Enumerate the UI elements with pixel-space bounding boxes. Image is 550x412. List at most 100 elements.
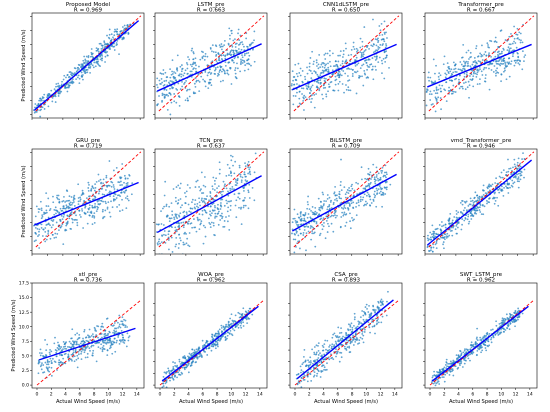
scatter-point — [202, 224, 205, 227]
scatter-point — [41, 106, 44, 109]
scatter-point — [444, 226, 447, 229]
scatter-point — [224, 335, 227, 338]
scatter-point — [39, 115, 42, 118]
scatter-point — [121, 209, 124, 212]
scatter-point — [354, 341, 357, 343]
scatter-point — [361, 337, 364, 340]
scatter-point — [103, 41, 106, 44]
scatter-point — [383, 77, 386, 80]
scatter-point — [353, 318, 356, 321]
scatter-point — [95, 58, 98, 61]
scatter-point — [43, 93, 46, 96]
scatter-point — [452, 61, 455, 64]
scatter-point — [332, 203, 335, 206]
scatter-point — [57, 92, 60, 95]
scatter-point — [476, 62, 478, 65]
scatter-point — [435, 89, 438, 92]
scatter-point — [298, 97, 301, 100]
scatter-point — [198, 201, 201, 204]
scatter-point — [313, 346, 316, 348]
scatter-point — [58, 354, 61, 356]
scatter-point — [334, 60, 337, 63]
scatter-point — [201, 213, 204, 216]
scatter-point — [500, 60, 503, 62]
scatter-point — [427, 239, 430, 242]
scatter-point — [353, 312, 356, 315]
regression-line — [156, 175, 262, 234]
scatter-point — [50, 360, 53, 362]
scatter-point — [176, 68, 179, 70]
scatter-point — [383, 20, 386, 23]
scatter-point — [200, 75, 203, 78]
scatter-point — [447, 66, 450, 69]
scatter-point — [374, 309, 377, 311]
scatter-point — [383, 171, 386, 174]
scatter-point — [247, 68, 250, 71]
scatter-point — [238, 206, 240, 209]
scatter-point — [238, 197, 241, 200]
scatter-point — [472, 75, 475, 78]
scatter-point — [313, 374, 316, 377]
scatter-point — [185, 366, 188, 369]
scatter-point — [113, 30, 116, 33]
scatter-point — [241, 59, 244, 62]
scatter-point — [431, 250, 434, 253]
scatter-point — [373, 324, 376, 327]
y-axis-label: Predicted Wind Speed (m/s) — [21, 29, 27, 101]
scatter-point — [371, 176, 373, 178]
scatter-point — [519, 162, 522, 165]
scatter-point — [194, 92, 197, 95]
scatter-point — [310, 209, 312, 212]
scatter-point — [344, 193, 347, 196]
scatter-point — [83, 199, 85, 202]
scatter-point — [315, 93, 318, 95]
scatter-point — [521, 158, 523, 160]
scatter-point — [237, 28, 240, 31]
scatter-point — [44, 361, 47, 364]
scatter-point — [291, 232, 293, 235]
scatter-point — [365, 194, 368, 197]
scatter-point — [64, 345, 67, 348]
scatter-point — [442, 63, 445, 66]
scatter-point — [193, 352, 196, 355]
scatter-point — [445, 81, 448, 84]
scatter-point — [477, 206, 480, 209]
scatter-point — [54, 206, 57, 209]
scatter-point — [200, 199, 203, 202]
scatter-point — [171, 72, 174, 75]
scatter-point — [497, 204, 500, 207]
scatter-point — [350, 199, 353, 202]
scatter-point — [435, 64, 437, 67]
scatter-point — [199, 223, 202, 226]
scatter-point — [340, 351, 343, 354]
scatter-point — [99, 347, 102, 350]
scatter-point — [360, 166, 363, 169]
scatter-point — [430, 103, 433, 106]
scatter-point — [220, 48, 223, 51]
scatter-point — [51, 233, 54, 236]
scatter-point — [429, 236, 432, 239]
scatter-point — [177, 247, 180, 249]
scatter-point — [175, 216, 178, 218]
scatter-point — [488, 183, 491, 186]
scatter-point — [114, 198, 117, 201]
scatter-point — [366, 76, 369, 78]
scatter-point — [439, 97, 442, 99]
scatter-point — [499, 176, 502, 179]
scatter-point — [185, 211, 188, 214]
scatter-point — [380, 304, 382, 307]
scatter-point — [234, 69, 236, 72]
scatter-point — [375, 174, 378, 176]
scatter-point — [348, 203, 351, 206]
scatter-point — [182, 211, 185, 214]
scatter-point — [244, 173, 246, 176]
scatter-point — [462, 351, 465, 354]
scatter-point — [306, 201, 309, 203]
scatter-point — [317, 357, 320, 359]
scatter-point — [517, 307, 520, 310]
scatter-point — [352, 207, 355, 209]
x-tick-label: 6 — [78, 392, 81, 398]
scatter-point — [355, 92, 358, 95]
scatter-point — [495, 320, 497, 323]
scatter-point — [77, 337, 80, 340]
